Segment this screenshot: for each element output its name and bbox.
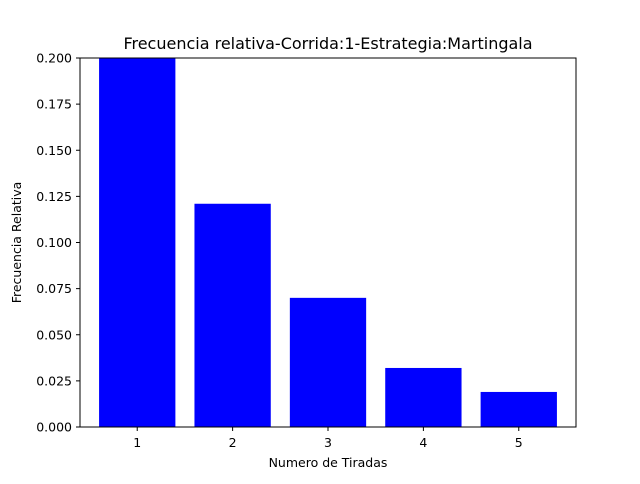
x-tick-label: 2 [229,435,237,450]
x-tick-label: 1 [133,435,141,450]
y-tick-label: 0.025 [36,373,72,388]
y-tick-label: 0.100 [36,235,72,250]
y-tick-label: 0.125 [36,189,72,204]
bar-1 [99,58,176,427]
chart-title: Frecuencia relativa-Corrida:1-Estrategia… [123,34,532,53]
y-tick-label: 0.150 [36,143,72,158]
y-axis-label: Frecuencia Relativa [9,182,24,304]
bar-4 [385,367,462,427]
x-axis-ticks: 1 2 3 4 5 [133,427,523,450]
bar-5 [480,391,557,427]
y-tick-label: 0.000 [36,420,72,435]
x-axis-label: Numero de Tiradas [269,455,388,470]
bars-layer [99,58,557,427]
y-tick-label: 0.050 [36,327,72,342]
x-tick-label: 3 [324,435,332,450]
y-tick-label: 0.075 [36,281,72,296]
plot-area-frame [79,57,577,428]
bar-3 [289,297,367,427]
x-tick-label: 5 [515,435,523,450]
y-tick-label: 0.175 [36,97,72,112]
x-tick-label: 4 [419,435,427,450]
bar-2 [194,203,271,427]
y-tick-label: 0.200 [36,51,72,66]
y-axis-ticks: 0.000 0.025 0.050 0.075 0.100 0.125 0.150 0.175… [36,51,80,435]
